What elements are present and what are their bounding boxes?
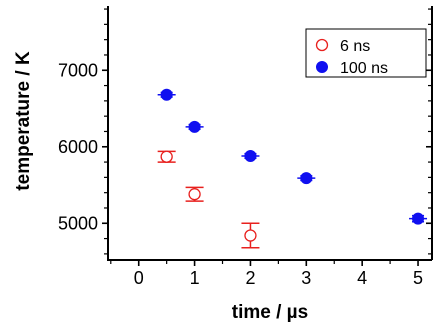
y-tick-label: 6000 [58, 137, 98, 157]
data-point-filled [244, 149, 257, 162]
data-marks [157, 88, 428, 249]
data-point-filled [188, 120, 201, 133]
x-tick-label: 2 [245, 268, 255, 288]
legend-marker-filled [316, 61, 328, 73]
data-point-filled [160, 88, 173, 101]
data-point-open [160, 150, 173, 163]
tick-labels: 0 1 2 3 4 5 5000 6000 7000 [58, 60, 423, 288]
legend-label: 6 ns [340, 38, 370, 55]
ticks [102, 8, 432, 266]
x-tick-label: 5 [413, 268, 423, 288]
data-point-open [244, 229, 257, 242]
x-tick-label: 1 [190, 268, 200, 288]
data-point-filled [300, 172, 313, 185]
legend-label: 100 ns [340, 60, 388, 77]
data-point-open [188, 188, 201, 201]
data-point-filled [412, 212, 425, 225]
x-tick-label: 0 [134, 268, 144, 288]
axes [107, 6, 433, 261]
y-tick-label: 7000 [58, 60, 98, 80]
y-tick-label: 5000 [58, 213, 98, 233]
legend-marker-open [315, 38, 329, 52]
legend: 6 ns 100 ns [305, 28, 427, 78]
y-axis-title: temperature / K [13, 51, 34, 191]
x-axis-title: time / µs [232, 302, 308, 323]
x-tick-label: 3 [301, 268, 311, 288]
x-tick-label: 4 [357, 268, 367, 288]
